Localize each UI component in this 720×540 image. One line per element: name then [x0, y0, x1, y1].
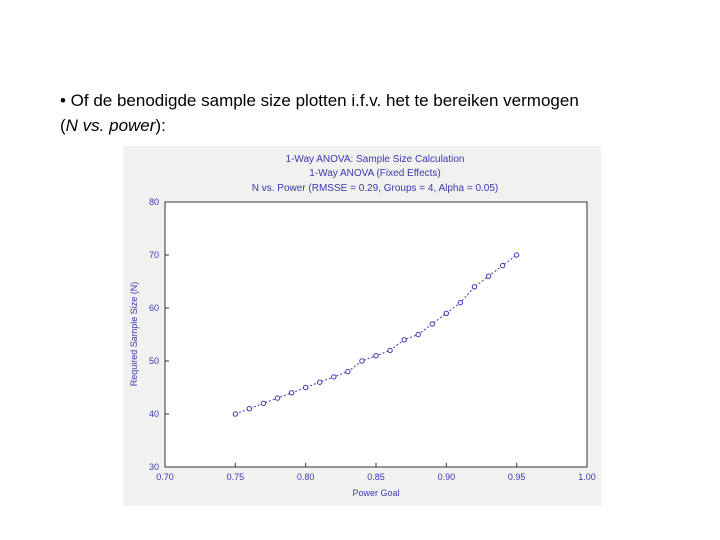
- x-tick-label: 1.00: [578, 472, 596, 482]
- n-vs-power-text: N vs. power: [65, 116, 156, 135]
- data-point: [317, 379, 323, 385]
- data-point: [429, 321, 435, 327]
- data-point: [485, 273, 492, 279]
- y-tick-label: 50: [149, 356, 159, 366]
- paren-open: (: [60, 116, 66, 135]
- data-point: [288, 390, 295, 396]
- plot-area: [164, 201, 588, 468]
- data-point: [499, 262, 506, 269]
- subtitle-line: (N vs. power):: [60, 113, 700, 138]
- chart-title-line-1: 1-Way ANOVA: Sample Size Calculation: [286, 154, 465, 165]
- sample-size-chart: 1-Way ANOVA: Sample Size Calculation 1-W…: [129, 154, 596, 498]
- data-point: [331, 374, 337, 380]
- data-series: [232, 252, 520, 417]
- x-tick-label: 0.95: [508, 472, 526, 482]
- data-point: [359, 358, 365, 364]
- chart-title-line-3: N vs. Power (RMSSE = 0.29, Groups = 4, A…: [252, 183, 499, 194]
- bullet-line: • Of de benodigde sample size plotten i.…: [60, 91, 579, 110]
- data-point: [246, 406, 253, 412]
- y-tick-label: 60: [149, 303, 159, 313]
- data-point: [232, 411, 239, 417]
- y-tick-label: 40: [149, 409, 159, 419]
- data-point: [457, 300, 464, 306]
- data-point: [401, 337, 407, 343]
- data-point: [302, 384, 309, 391]
- x-tick-label: 0.90: [438, 472, 456, 482]
- y-tick-label: 80: [149, 197, 159, 207]
- data-point: [471, 284, 478, 290]
- data-point: [260, 400, 267, 407]
- x-axis-label: Power Goal: [352, 488, 399, 498]
- data-point: [443, 310, 450, 317]
- data-point: [387, 347, 393, 354]
- data-point: [415, 331, 421, 338]
- data-point: [513, 252, 520, 258]
- data-point: [345, 368, 351, 375]
- y-tick-label: 70: [149, 250, 159, 260]
- data-point: [274, 395, 281, 401]
- chart-panel: 1-Way ANOVA: Sample Size Calculation 1-W…: [123, 146, 601, 506]
- y-axis-label: Required Sample Size (N): [129, 282, 139, 387]
- y-tick-label: 30: [149, 462, 159, 472]
- x-tick-label: 0.75: [227, 472, 245, 482]
- x-tick-label: 0.80: [297, 472, 315, 482]
- paren-close: ):: [155, 116, 166, 135]
- data-point: [373, 353, 379, 359]
- slide-text: • Of de benodigde sample size plotten i.…: [60, 88, 700, 138]
- x-tick-label: 0.70: [156, 472, 174, 482]
- chart-title-line-2: 1-Way ANOVA (Fixed Effects): [309, 168, 441, 179]
- x-tick-label: 0.85: [367, 472, 385, 482]
- axis-ticks: 0.70 0.75 0.80 0.85 0.90 0.95 1.00 30 40 50 60 70 80: [149, 197, 596, 482]
